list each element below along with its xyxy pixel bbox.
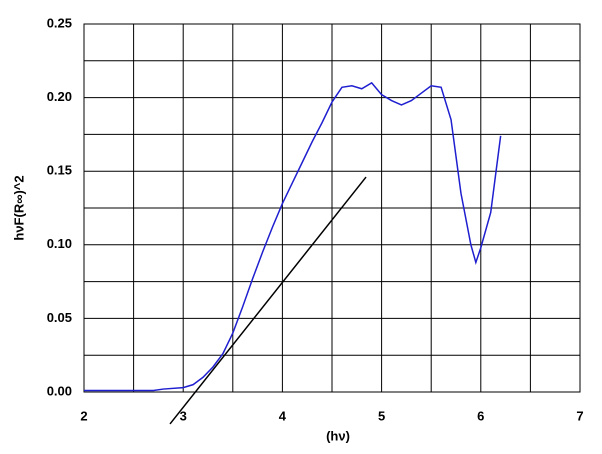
data-line — [169, 176, 367, 425]
data-line — [84, 81, 502, 392]
x-tick-label: 2 — [80, 408, 87, 423]
x-tick-label: 3 — [180, 408, 187, 423]
plot-border — [83, 23, 581, 393]
x-tick-label: 5 — [378, 408, 385, 423]
y-tick-label: 0.10 — [47, 236, 72, 251]
y-tick-label: 0.05 — [47, 310, 72, 325]
x-tick-label: 4 — [279, 408, 287, 423]
y-tick-label: 0.25 — [47, 15, 72, 30]
x-tick-label: 7 — [576, 408, 583, 423]
y-tick-label: 0.20 — [47, 89, 72, 104]
x-axis-title: (hν) — [326, 428, 350, 443]
y-tick-label: 0.00 — [47, 383, 72, 398]
x-tick-label: 6 — [477, 408, 484, 423]
y-axis-title: hνF(R∞)^2 — [11, 175, 26, 240]
y-tick-label: 0.15 — [47, 163, 72, 178]
